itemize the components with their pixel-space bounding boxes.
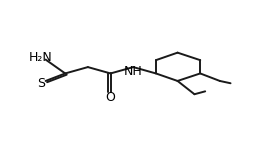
Text: O: O — [106, 91, 115, 104]
Text: NH: NH — [124, 65, 143, 78]
Text: H₂N: H₂N — [29, 51, 53, 64]
Text: S: S — [37, 77, 45, 90]
